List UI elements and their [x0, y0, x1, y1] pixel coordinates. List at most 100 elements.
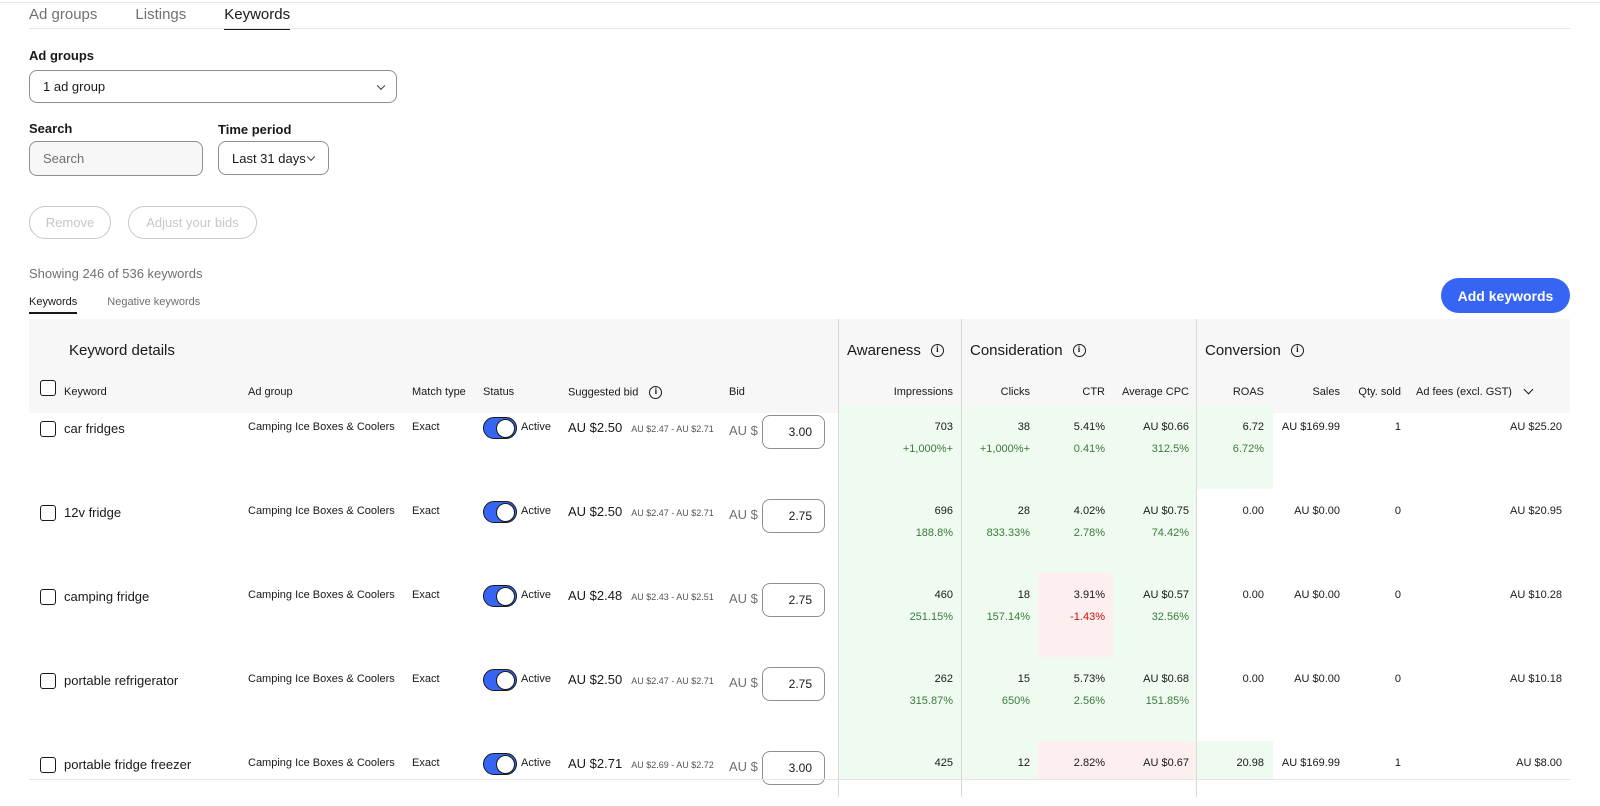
ctr-value: 5.73%	[1073, 673, 1105, 685]
ad-fees-value: AU $25.20	[1510, 421, 1562, 433]
impressions-value: 425	[934, 757, 953, 769]
col-ad-fees[interactable]: Ad fees (excl. GST)	[1416, 384, 1534, 398]
remove-button[interactable]: Remove	[29, 206, 111, 239]
metric-highlight	[962, 741, 1038, 779]
search-input[interactable]	[29, 141, 203, 176]
qty-sold-value: 0	[1394, 505, 1401, 517]
adjust-bids-button[interactable]: Adjust your bids	[128, 206, 257, 239]
clicks-value: 18	[1017, 589, 1030, 601]
row-checkbox[interactable]	[40, 505, 56, 521]
row-checkbox[interactable]	[40, 673, 56, 689]
ctr-change: 0.41%	[1073, 443, 1105, 455]
status-toggle[interactable]	[483, 669, 517, 691]
metric-highlight	[839, 657, 961, 741]
bid-currency: AU $	[729, 675, 758, 690]
col-status[interactable]: Status	[483, 386, 515, 398]
bid-currency: AU $	[729, 759, 758, 774]
ad-fees-label: Ad fees (excl. GST)	[1416, 386, 1512, 398]
roas-value: 6.72	[1242, 421, 1264, 433]
col-bid[interactable]: Bid	[729, 386, 745, 398]
tab-ad-groups[interactable]: Ad groups	[29, 6, 98, 23]
match-type: Exact	[412, 421, 440, 433]
metric-highlight	[1197, 741, 1273, 779]
suggested-bid: AU $2.48 AU $2.43 - AU $2.51	[568, 588, 714, 603]
col-ad-group[interactable]: Ad group	[248, 386, 293, 398]
status-toggle[interactable]	[483, 585, 517, 607]
showing-count: Showing 246 of 536 keywords	[29, 266, 203, 281]
tabs-divider	[29, 28, 1570, 29]
tab-keywords[interactable]: Keywords	[224, 6, 291, 30]
match-type: Exact	[412, 505, 440, 517]
metric-highlight	[1113, 489, 1196, 573]
col-suggested-bid[interactable]: Suggested bid	[568, 386, 663, 399]
suggested-bid-value: AU $2.48	[568, 588, 623, 603]
tab-listings[interactable]: Listings	[135, 6, 187, 23]
info-icon[interactable]	[1290, 344, 1304, 357]
metric-highlight	[1113, 405, 1196, 489]
cpc-value: AU $0.75	[1143, 505, 1189, 517]
select-all-checkbox[interactable]	[40, 380, 56, 396]
roas-change: 6.72%	[1232, 443, 1264, 455]
col-match-type[interactable]: Match type	[412, 386, 466, 398]
suggested-bid-range: AU $2.69 - AU $2.72	[631, 760, 714, 770]
col-roas[interactable]: ROAS	[1232, 386, 1264, 398]
clicks-value: 28	[1017, 505, 1030, 517]
bid-input[interactable]	[762, 499, 825, 533]
impressions-change: 251.15%	[909, 611, 953, 623]
impressions-value: 696	[934, 505, 953, 517]
col-keyword[interactable]: Keyword	[64, 386, 107, 398]
status-toggle[interactable]	[483, 753, 517, 775]
col-qty-sold[interactable]: Qty. sold	[1358, 386, 1401, 398]
ctr-change: 2.56%	[1073, 695, 1105, 707]
bid-input[interactable]	[762, 583, 825, 617]
col-sales[interactable]: Sales	[1312, 386, 1340, 398]
ad-fees-value: AU $20.95	[1510, 505, 1562, 517]
chevron-down-icon	[376, 81, 386, 90]
col-clicks[interactable]: Clicks	[1000, 386, 1030, 398]
ad-group-name: Camping Ice Boxes & Coolers	[248, 421, 395, 433]
info-icon[interactable]	[1072, 344, 1086, 357]
ad-groups-select[interactable]: 1 ad group	[29, 70, 397, 103]
top-divider	[0, 2, 1600, 3]
cpc-value: AU $0.67	[1143, 757, 1189, 769]
bid-input[interactable]	[762, 667, 825, 701]
bid-currency: AU $	[729, 507, 758, 522]
row-checkbox[interactable]	[40, 757, 56, 773]
status-text: Active	[521, 505, 551, 517]
clicks-value: 38	[1017, 421, 1030, 433]
metric-highlight	[1038, 741, 1113, 779]
keyword-text: car fridges	[64, 421, 125, 436]
subtab-keywords[interactable]: Keywords	[29, 296, 78, 314]
status-text: Active	[521, 421, 551, 433]
col-average-cpc[interactable]: Average CPC	[1121, 386, 1189, 398]
status-toggle[interactable]	[483, 417, 517, 439]
bid-input[interactable]	[762, 415, 825, 449]
metric-highlight	[839, 405, 961, 489]
cpc-change: 151.85%	[1145, 695, 1189, 707]
info-icon[interactable]	[649, 386, 663, 399]
metric-highlight	[1197, 405, 1273, 489]
cpc-value: AU $0.66	[1143, 421, 1189, 433]
row-checkbox[interactable]	[40, 421, 56, 437]
ctr-value: 2.82%	[1073, 757, 1105, 769]
ctr-change: -1.43%	[1070, 611, 1105, 623]
status-toggle[interactable]	[483, 501, 517, 523]
qty-sold-value: 1	[1394, 421, 1401, 433]
subtab-negative-keywords[interactable]: Negative keywords	[107, 296, 201, 308]
suggested-bid: AU $2.50 AU $2.47 - AU $2.71	[568, 672, 714, 687]
metric-highlight	[839, 489, 961, 573]
clicks-change: 157.14%	[986, 611, 1030, 623]
cpc-change: 312.5%	[1151, 443, 1189, 455]
col-impressions[interactable]: Impressions	[893, 386, 953, 398]
ad-group-name: Camping Ice Boxes & Coolers	[248, 505, 395, 517]
time-period-select[interactable]: Last 31 days	[218, 141, 329, 175]
add-keywords-button[interactable]: Add keywords	[1441, 278, 1570, 313]
suggested-bid-range: AU $2.47 - AU $2.71	[631, 424, 714, 434]
chevron-down-icon[interactable]	[1523, 384, 1534, 395]
row-checkbox[interactable]	[40, 589, 56, 605]
info-icon[interactable]	[930, 344, 944, 357]
col-ctr[interactable]: CTR	[1082, 386, 1105, 398]
table-row: portable fridge freezer Camping Ice Boxes…	[29, 741, 1570, 785]
cpc-value: AU $0.68	[1143, 673, 1189, 685]
keywords-table: Keyword details Awareness Consideration …	[29, 319, 1570, 797]
